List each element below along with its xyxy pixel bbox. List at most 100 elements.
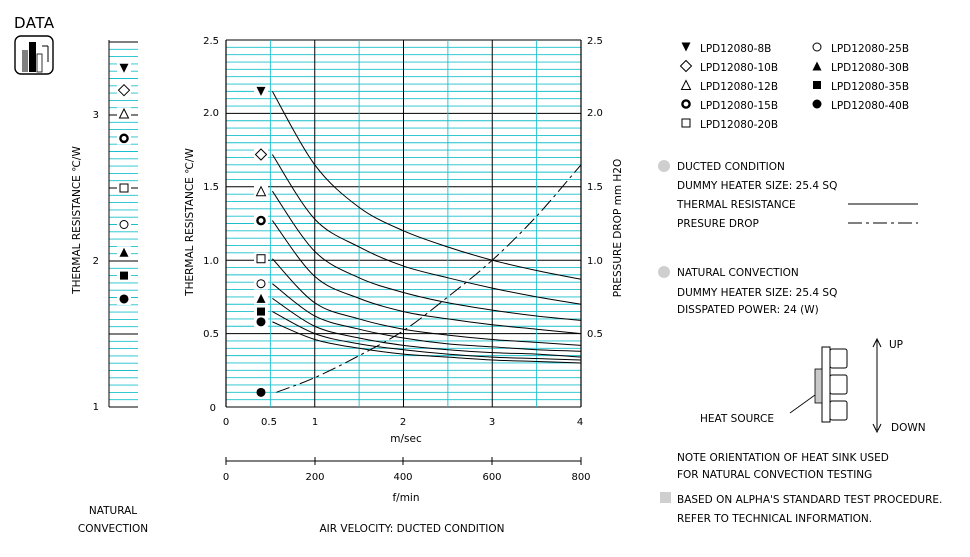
legend-label: LPD12080-30B [831, 62, 909, 74]
ducted-series-marker [257, 307, 265, 316]
ducted-series-marker [256, 86, 266, 96]
natural-marker [119, 220, 129, 229]
fmin-tick: 0 [223, 472, 229, 483]
legend-label: LPD12080-12B [700, 81, 778, 93]
orientation-note-2: FOR NATURAL CONVECTION TESTING [677, 469, 872, 481]
ducted-y-ticks-left: 2.5 2.0 1.5 1.0 0.5 0 [203, 36, 219, 414]
legend-marker [681, 118, 691, 128]
natural-ytick: 2 [93, 256, 99, 267]
fmin-tick: 400 [393, 472, 412, 483]
up-label: UP [889, 339, 903, 351]
notes: DUCTED CONDITION DUMMY HEATER SIZE: 25.4… [658, 160, 942, 525]
ducted-series-line [271, 190, 582, 321]
ducted-xtick: 3 [489, 417, 495, 428]
fmin-axis: 0 200 400 600 800 [223, 457, 591, 483]
ducted-series-marker [256, 215, 266, 226]
ducted-xtick: 2 [400, 417, 406, 428]
heatsink-diagram [789, 337, 882, 434]
bullet-icon [658, 160, 670, 172]
fmin-axis-label: f/min [392, 492, 419, 504]
based-note-2: REFER TO TECHNICAL INFORMATION. [677, 513, 872, 525]
ducted-series-line [272, 258, 582, 346]
ducted-caption: AIR VELOCITY: DUCTED CONDITION [319, 523, 504, 535]
natural-marker [119, 63, 129, 73]
ducted-series-line [272, 283, 582, 352]
ducted-ytick: 2.5 [203, 36, 219, 47]
legend-label: LPD12080-40B [831, 100, 909, 112]
ducted-ytick: 2.0 [203, 108, 219, 119]
ducted-curves [271, 91, 582, 393]
ducted-ytick: 0.5 [203, 329, 219, 340]
ducted-y2-axis-label: PRESSURE DROP mm H2O [612, 159, 624, 298]
ducted-title: DUCTED CONDITION [677, 161, 785, 173]
fmin-tick: 800 [571, 472, 590, 483]
ducted-xtick: 0 [223, 417, 229, 428]
natural-grid [108, 40, 138, 408]
based-note-1: BASED ON ALPHA'S STANDARD TEST PROCEDURE… [677, 494, 942, 506]
legend-marker [812, 42, 822, 52]
legend-markers [679, 42, 822, 128]
ducted-series-line [272, 297, 582, 358]
natural-title: NATURAL CONVECTION [677, 267, 799, 279]
legend-marker [812, 61, 822, 71]
legend-marker [812, 99, 822, 109]
ducted-ytick-right: 2.0 [587, 108, 603, 119]
natural-y-axis-label: THERMAL RESISTANCE ℃/W [71, 146, 83, 295]
legend-marker [681, 99, 691, 109]
ducted-ytick: 0 [210, 403, 216, 414]
legend-marker [681, 42, 691, 52]
legend-marker [813, 81, 821, 89]
legend-label: LPD12080-25B [831, 43, 909, 55]
ducted-ytick: 1.5 [203, 182, 219, 193]
natural-marker [117, 83, 131, 97]
ducted-series-marker [256, 317, 266, 327]
ducted-x-ticks-ms: 0 0.5 1 2 3 4 [223, 417, 583, 428]
legend-label: LPD12080-35B [831, 81, 909, 93]
ducted-series-marker [256, 279, 266, 289]
bullet-icon [658, 266, 670, 278]
pressure-drop-key: PRESURE DROP [677, 218, 759, 230]
natural-y-ticks: 3 2 1 [93, 110, 99, 413]
ducted-heater: DUMMY HEATER SIZE: 25.4 SQ [677, 180, 837, 192]
ducted-ytick-right: 1.0 [587, 256, 603, 267]
legend: LPD12080-8B LPD12080-10B LPD12080-12B LP… [700, 43, 909, 131]
ducted-ytick-right: 1.5 [587, 182, 603, 193]
ducted-series-marker [256, 293, 266, 303]
legend-label: LPD12080-15B [700, 100, 778, 112]
ducted-ytick-right: 0.5 [587, 329, 603, 340]
natural-ytick: 3 [93, 110, 99, 121]
ducted-grid [225, 39, 582, 408]
ducted-series-line [271, 91, 582, 280]
ducted-markers [254, 85, 268, 397]
natural-marker [119, 247, 129, 257]
ducted-y-axis-label: THERMAL RESISTANCE ℃/W [184, 148, 196, 297]
ducted-y-ticks-right: 2.5 2.0 1.5 1.0 0.5 [587, 36, 603, 340]
natural-marker [120, 271, 128, 280]
down-label: DOWN [891, 422, 926, 434]
ducted-ytick-right: 2.5 [587, 36, 603, 47]
legend-marker [680, 79, 692, 90]
heat-source-label: HEAT SOURCE [700, 413, 774, 425]
ducted-series-line [272, 321, 582, 364]
ducted-series-marker [255, 185, 267, 197]
ducted-series-marker [254, 148, 268, 161]
ducted-xtick: 1 [312, 417, 318, 428]
natural-ytick: 1 [93, 402, 99, 413]
dissipated-power: DISSPATED POWER: 24 (W) [677, 304, 819, 316]
natural-markers [117, 62, 131, 305]
ducted-xtick: 0.5 [261, 417, 277, 428]
legend-label: LPD12080-20B [700, 119, 778, 131]
thermal-resistance-key: THERMAL RESISTANCE [676, 199, 796, 211]
ducted-x-axis-label: m/sec [390, 433, 422, 445]
natural-marker [119, 133, 129, 144]
natural-caption-line2: CONVECTION [78, 523, 148, 535]
natural-heater: DUMMY HEATER SIZE: 25.4 SQ [677, 287, 837, 299]
bar-logo-icon [14, 35, 54, 75]
legend-label: LPD12080-8B [700, 43, 771, 55]
ducted-series-marker [256, 254, 266, 264]
legend-marker [679, 59, 693, 73]
ducted-xtick: 4 [577, 417, 583, 428]
header-title: DATA [14, 14, 55, 32]
fmin-tick: 600 [482, 472, 501, 483]
